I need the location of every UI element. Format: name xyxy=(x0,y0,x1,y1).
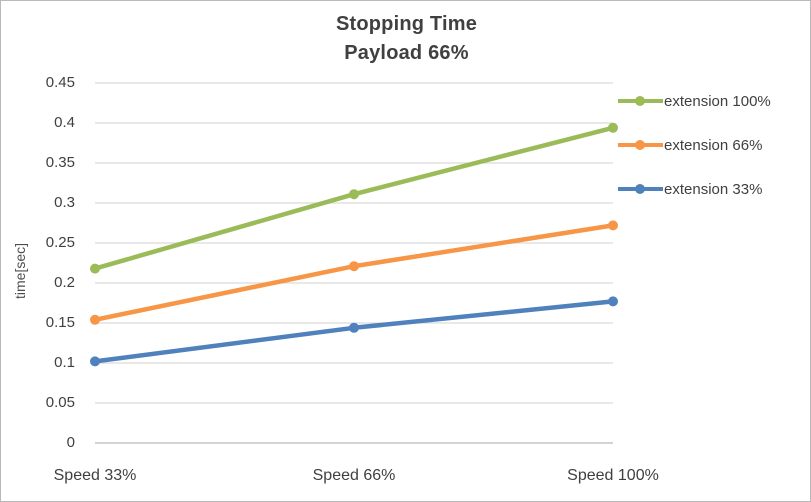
x-tick-label-speed-66: Speed 66% xyxy=(312,467,396,484)
legend-item-extension-66[interactable]: extension 66% xyxy=(618,135,762,155)
data-point-marker[interactable] xyxy=(349,322,359,333)
legend-label: extension 33% xyxy=(664,180,763,198)
data-point-marker[interactable] xyxy=(608,220,618,231)
legend-item-extension-100[interactable]: extension 100% xyxy=(618,91,771,111)
data-point-marker[interactable] xyxy=(90,356,100,367)
line-marker-swatch-icon xyxy=(618,135,663,155)
chart-title: Stopping Time Payload 66% xyxy=(1,10,810,68)
data-point-marker[interactable] xyxy=(608,296,618,307)
legend-label: extension 66% xyxy=(664,136,763,154)
y-tick-label: 0.4 xyxy=(54,114,75,131)
data-point-marker[interactable] xyxy=(349,189,359,200)
data-point-marker[interactable] xyxy=(90,263,100,274)
y-tick-label: 0.2 xyxy=(54,274,75,291)
y-tick-label: 0 xyxy=(66,434,75,451)
line-marker-swatch-icon xyxy=(618,91,663,111)
chart-title-line1: Stopping Time xyxy=(335,13,478,35)
y-tick-label: 0.1 xyxy=(54,354,75,371)
y-tick-label: 0.15 xyxy=(45,314,75,331)
legend-item-extension-33[interactable]: extension 33% xyxy=(618,179,762,199)
legend-label: extension 100% xyxy=(664,92,771,110)
series-line-extension-66-[interactable] xyxy=(92,223,616,323)
x-tick-label-speed-33: Speed 33% xyxy=(53,467,137,484)
y-tick-label: 0.35 xyxy=(45,154,75,171)
y-tick-label: 0.05 xyxy=(45,394,75,411)
data-point-marker[interactable] xyxy=(608,122,618,133)
data-point-marker[interactable] xyxy=(90,314,100,325)
y-tick-label: 0.45 xyxy=(45,74,75,91)
line-marker-swatch-icon xyxy=(618,179,663,199)
chart-title-line2: Payload 66% xyxy=(344,42,469,64)
data-point-marker[interactable] xyxy=(349,261,359,272)
y-tick-label: 0.3 xyxy=(54,194,75,211)
y-tick-label: 0.25 xyxy=(45,234,75,251)
x-tick-label-speed-100: Speed 100% xyxy=(567,467,659,484)
